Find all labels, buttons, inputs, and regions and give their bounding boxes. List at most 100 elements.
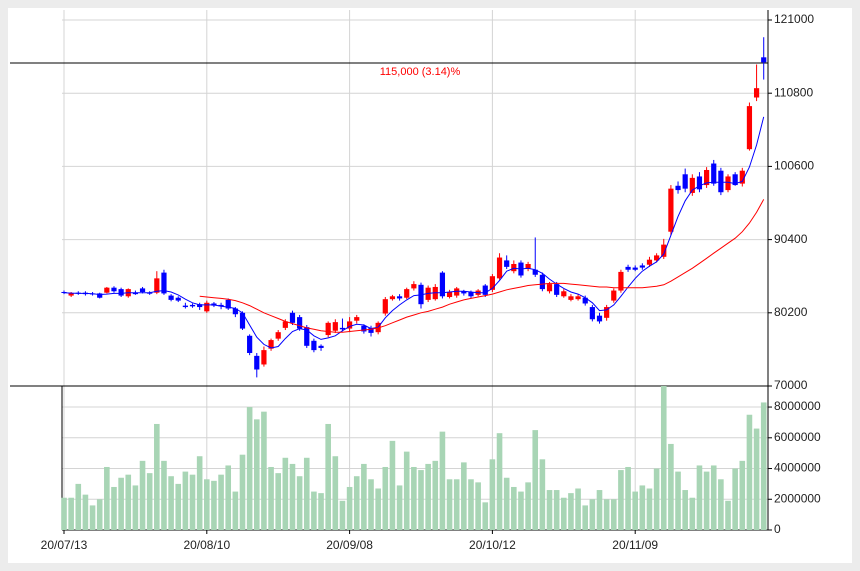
- volume-bar: [368, 479, 374, 530]
- volume-bar: [503, 477, 510, 530]
- candle-body: [396, 296, 403, 299]
- volume-bar: [461, 462, 467, 530]
- y2-tick-label: 8000000: [774, 399, 821, 413]
- y2-tick-label: 0: [774, 522, 781, 536]
- y-tick-label: 70000: [774, 378, 808, 392]
- volume-bar: [168, 476, 174, 530]
- candle-body: [611, 290, 617, 301]
- candle-body: [746, 106, 753, 150]
- volume-bar: [104, 466, 110, 530]
- volume-bar: [411, 466, 417, 530]
- candle-body: [261, 350, 267, 365]
- candle-body: [339, 327, 346, 330]
- volume-bar: [218, 474, 224, 530]
- volume-bar: [246, 407, 253, 530]
- volume-bar: [596, 490, 603, 530]
- candle-body: [661, 244, 667, 257]
- volume-bar: [618, 470, 624, 530]
- volume-bar: [118, 477, 124, 530]
- y-tick-label: 90400: [774, 232, 808, 246]
- candle-body: [546, 284, 553, 292]
- candle-body: [618, 271, 624, 291]
- candle-body: [539, 274, 545, 290]
- volume-bar: [475, 482, 481, 530]
- candle-body: [204, 302, 210, 312]
- candle-body: [675, 185, 681, 191]
- candle-body: [439, 272, 446, 297]
- candle-body: [225, 299, 231, 309]
- volume-bar: [196, 456, 203, 530]
- volume-bar: [225, 465, 232, 530]
- candle-body: [568, 296, 574, 300]
- volume-bar: [318, 493, 324, 530]
- volume-bar: [653, 468, 660, 530]
- volume-bar: [696, 465, 703, 530]
- moving-average-line: [199, 199, 765, 333]
- volume-bar: [268, 466, 274, 530]
- volume-bar: [346, 486, 353, 530]
- volume-bar: [639, 485, 646, 530]
- volume-bar: [189, 474, 196, 530]
- candle-body: [104, 287, 110, 293]
- volume-bar: [89, 505, 96, 530]
- candle-body: [247, 335, 253, 353]
- volume-bar: [482, 502, 489, 530]
- candle-body: [68, 293, 74, 296]
- candle-body: [689, 177, 695, 193]
- candle-body: [411, 284, 417, 289]
- y-tick-label: 80200: [774, 305, 808, 319]
- volume-bar: [675, 471, 681, 530]
- candle-body: [189, 304, 196, 307]
- volume-bar: [282, 457, 289, 530]
- volume-bar: [232, 491, 239, 530]
- volume-bar: [439, 431, 446, 530]
- candle-body: [668, 188, 674, 232]
- volume-bar: [568, 493, 574, 530]
- candle-body: [596, 315, 603, 322]
- candle-body: [682, 174, 688, 189]
- volume-bar: [82, 494, 89, 530]
- volume-bar: [425, 463, 431, 530]
- volume-bar: [325, 423, 331, 530]
- candle-body: [389, 296, 396, 300]
- candle-body: [575, 296, 581, 300]
- volume-bar: [610, 499, 617, 530]
- volume-bar: [432, 460, 439, 530]
- y-tick-label: 100600: [774, 159, 814, 173]
- candle-body: [639, 265, 645, 268]
- candle-body: [404, 289, 410, 298]
- candle-body: [625, 266, 631, 270]
- volume-bar: [453, 479, 460, 530]
- candle-body: [525, 264, 531, 270]
- annotation-label: 115,000 (3.14)%: [380, 66, 461, 78]
- x-tick-label: 20/08/10: [183, 538, 230, 552]
- x-tick-label: 20/07/13: [41, 538, 88, 552]
- candle-body: [304, 327, 310, 346]
- candle-body: [268, 340, 274, 349]
- candle-body: [275, 332, 281, 339]
- volume-bar: [718, 479, 724, 530]
- volume-bar: [154, 423, 160, 530]
- volume-bar: [682, 490, 688, 530]
- volume-bar: [732, 468, 738, 530]
- candle-body: [461, 291, 467, 294]
- candle-body: [468, 291, 474, 297]
- volume-bar: [311, 491, 317, 530]
- candle-body: [361, 325, 367, 332]
- volume-bar: [403, 451, 410, 530]
- candle-body: [382, 299, 388, 314]
- candle-body: [182, 305, 188, 308]
- candle-body: [696, 176, 703, 190]
- candle-body: [646, 259, 653, 265]
- candle-body: [354, 317, 360, 321]
- candle-body: [168, 295, 174, 300]
- candle-body: [482, 285, 488, 295]
- volume-bar: [296, 476, 303, 530]
- volume-bar: [111, 486, 117, 530]
- volume-bar: [261, 411, 267, 530]
- candle-body: [232, 308, 238, 315]
- volume-bar: [182, 471, 189, 530]
- candle-body: [632, 267, 638, 270]
- candle-body: [132, 292, 138, 295]
